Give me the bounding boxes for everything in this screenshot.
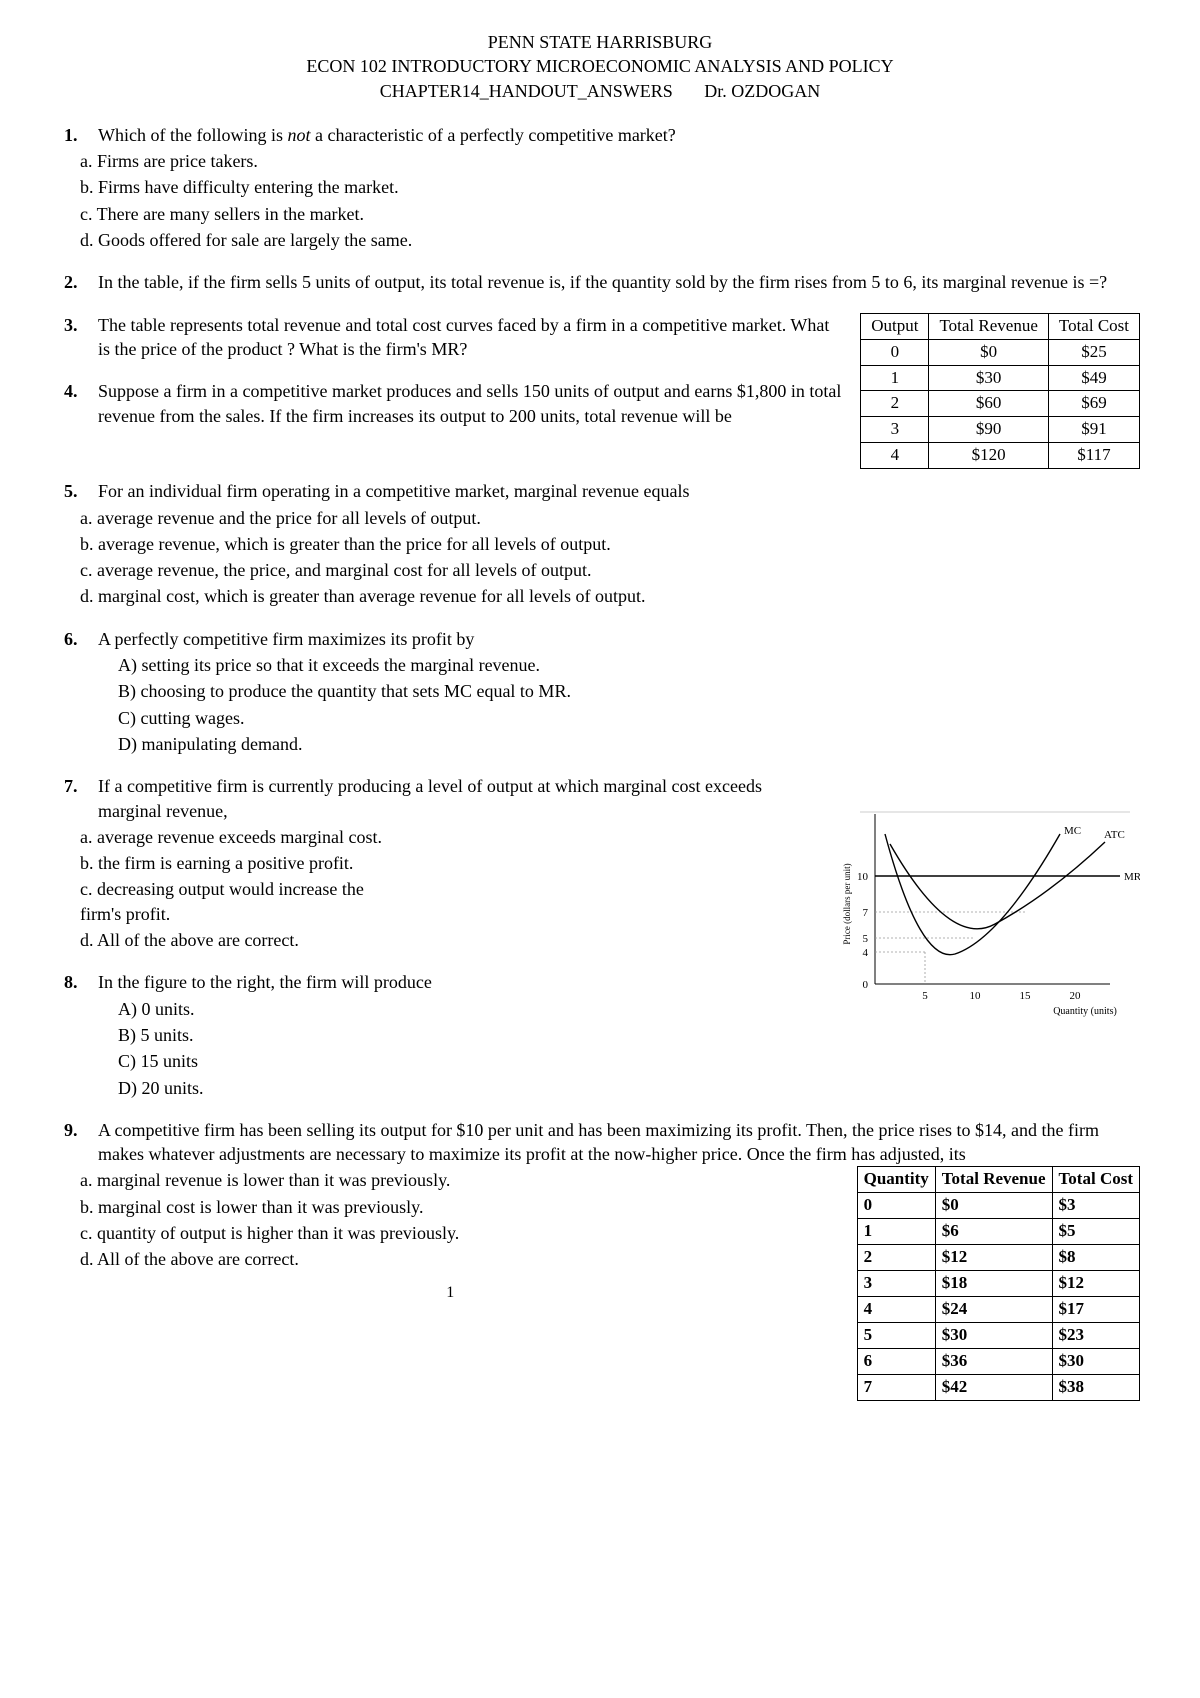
option-a: a. average revenue exceeds marginal cost… [80, 825, 814, 849]
question-number: 2. [60, 270, 98, 294]
svg-text:7: 7 [863, 907, 869, 919]
question-text: For an individual firm operating in a co… [98, 479, 1140, 503]
svg-text:5: 5 [922, 990, 928, 1002]
option-a: A) 0 units. [118, 997, 814, 1021]
svg-text:20: 20 [1070, 990, 1082, 1002]
table-header: Quantity [857, 1167, 935, 1193]
table-row: 0$0$25 [861, 339, 1140, 365]
option-b: b. average revenue, which is greater tha… [80, 532, 1140, 556]
table-header: Total Revenue [935, 1167, 1052, 1193]
question-6: 6. A perfectly competitive firm maximize… [60, 627, 1140, 756]
option-c: c. average revenue, the price, and margi… [80, 558, 1140, 582]
option-c: c. quantity of output is higher than it … [80, 1221, 841, 1245]
document-header: PENN STATE HARRISBURG ECON 102 INTRODUCT… [60, 30, 1140, 103]
option-d: D) 20 units. [118, 1076, 814, 1100]
table-row: 6$36$30 [857, 1348, 1139, 1374]
option-a: a. Firms are price takers. [80, 149, 1140, 173]
option-c: C) cutting wages. [118, 706, 1140, 730]
question-2: 2. In the table, if the firm sells 5 uni… [60, 270, 1140, 294]
question-8: 8. In the figure to the right, the firm … [60, 970, 814, 1099]
question-number: 1. [60, 123, 98, 147]
option-b: B) 5 units. [118, 1023, 814, 1047]
table-row: 3$18$12 [857, 1271, 1139, 1297]
header-line-2: ECON 102 INTRODUCTORY MICROECONOMIC ANAL… [60, 54, 1140, 78]
question-number: 8. [60, 970, 98, 994]
option-d: d. marginal cost, which is greater than … [80, 584, 1140, 608]
revenue-cost-table-2: Quantity Total Revenue Total Cost 0$0$3 … [857, 1166, 1140, 1400]
question-text: A perfectly competitive firm maximizes i… [98, 627, 1140, 651]
question-3: 3. The table represents total revenue an… [60, 313, 844, 362]
question-text: Suppose a firm in a competitive market p… [98, 379, 844, 428]
question-9: 9. A competitive firm has been selling i… [60, 1118, 1140, 1401]
atc-label: ATC [1104, 829, 1125, 841]
table-header: Total Cost [1048, 313, 1139, 339]
option-a: A) setting its price so that it exceeds … [118, 653, 1140, 677]
table-row: 1$6$5 [857, 1219, 1139, 1245]
question-text: If a competitive firm is currently produ… [98, 774, 814, 823]
question-number: 9. [60, 1118, 98, 1142]
revenue-cost-table-1: Output Total Revenue Total Cost 0$0$25 1… [860, 313, 1140, 470]
table-row: 3$90$91 [861, 417, 1140, 443]
question-text: The table represents total revenue and t… [98, 313, 844, 362]
question-text: In the table, if the firm sells 5 units … [98, 270, 1140, 294]
mc-label: MC [1064, 825, 1081, 837]
svg-text:0: 0 [863, 979, 869, 991]
question-number: 6. [60, 627, 98, 651]
header-line-3: CHAPTER14_HANDOUT_ANSWERS Dr. OZDOGAN [60, 79, 1140, 103]
table-row: 4$120$117 [861, 443, 1140, 469]
option-d: d. All of the above are correct. [80, 928, 814, 952]
table-header: Total Cost [1052, 1167, 1139, 1193]
option-a: a. marginal revenue is lower than it was… [80, 1168, 841, 1192]
option-b: b. Firms have difficulty entering the ma… [80, 175, 1140, 199]
svg-text:Quantity (units): Quantity (units) [1053, 1006, 1117, 1017]
option-d: d. Goods offered for sale are largely th… [80, 228, 1140, 252]
svg-text:4: 4 [863, 947, 869, 959]
option-c: c. decreasing output would increase the … [80, 877, 400, 926]
page-number: 1 [60, 1282, 841, 1304]
question-1: 1. Which of the following is not a chara… [60, 123, 1140, 252]
header-line-1: PENN STATE HARRISBURG [60, 30, 1140, 54]
option-b: b. marginal cost is lower than it was pr… [80, 1195, 841, 1219]
option-c: c. There are many sellers in the market. [80, 202, 1140, 226]
question-number: 4. [60, 379, 98, 403]
svg-text:10: 10 [857, 871, 869, 883]
option-b: b. the firm is earning a positive profit… [80, 851, 814, 875]
table-row: 1$30$49 [861, 365, 1140, 391]
option-d: d. All of the above are correct. [80, 1247, 841, 1271]
option-a: a. average revenue and the price for all… [80, 506, 1140, 530]
table-row: 4$24$17 [857, 1297, 1139, 1323]
option-b: B) choosing to produce the quantity that… [118, 679, 1140, 703]
question-4: 4. Suppose a firm in a competitive marke… [60, 379, 844, 428]
question-5: 5. For an individual firm operating in a… [60, 479, 1140, 608]
question-text: In the figure to the right, the firm wil… [98, 970, 814, 994]
question-text: A competitive firm has been selling its … [98, 1118, 1140, 1167]
table-row: 0$0$3 [857, 1193, 1139, 1219]
table-header: Total Revenue [929, 313, 1048, 339]
mr-label: MR [1124, 871, 1140, 883]
table-row: 2$12$8 [857, 1245, 1139, 1271]
question-number: 3. [60, 313, 98, 337]
svg-text:5: 5 [863, 933, 869, 945]
question-7: 7. If a competitive firm is currently pr… [60, 774, 814, 952]
table-header: Output [861, 313, 929, 339]
question-number: 7. [60, 774, 98, 798]
table-row: 7$42$38 [857, 1374, 1139, 1400]
option-d: D) manipulating demand. [118, 732, 1140, 756]
question-text: Which of the following is not a characte… [98, 123, 1140, 147]
question-number: 5. [60, 479, 98, 503]
cost-curves-chart: 0 4 5 7 10 5 10 15 20 [830, 804, 1140, 1024]
table-row: 2$60$69 [861, 391, 1140, 417]
table-row: 5$30$23 [857, 1323, 1139, 1349]
option-c: C) 15 units [118, 1049, 814, 1073]
svg-text:10: 10 [970, 990, 982, 1002]
svg-text:Price (dollars per unit): Price (dollars per unit) [842, 864, 852, 945]
svg-text:15: 15 [1020, 990, 1032, 1002]
